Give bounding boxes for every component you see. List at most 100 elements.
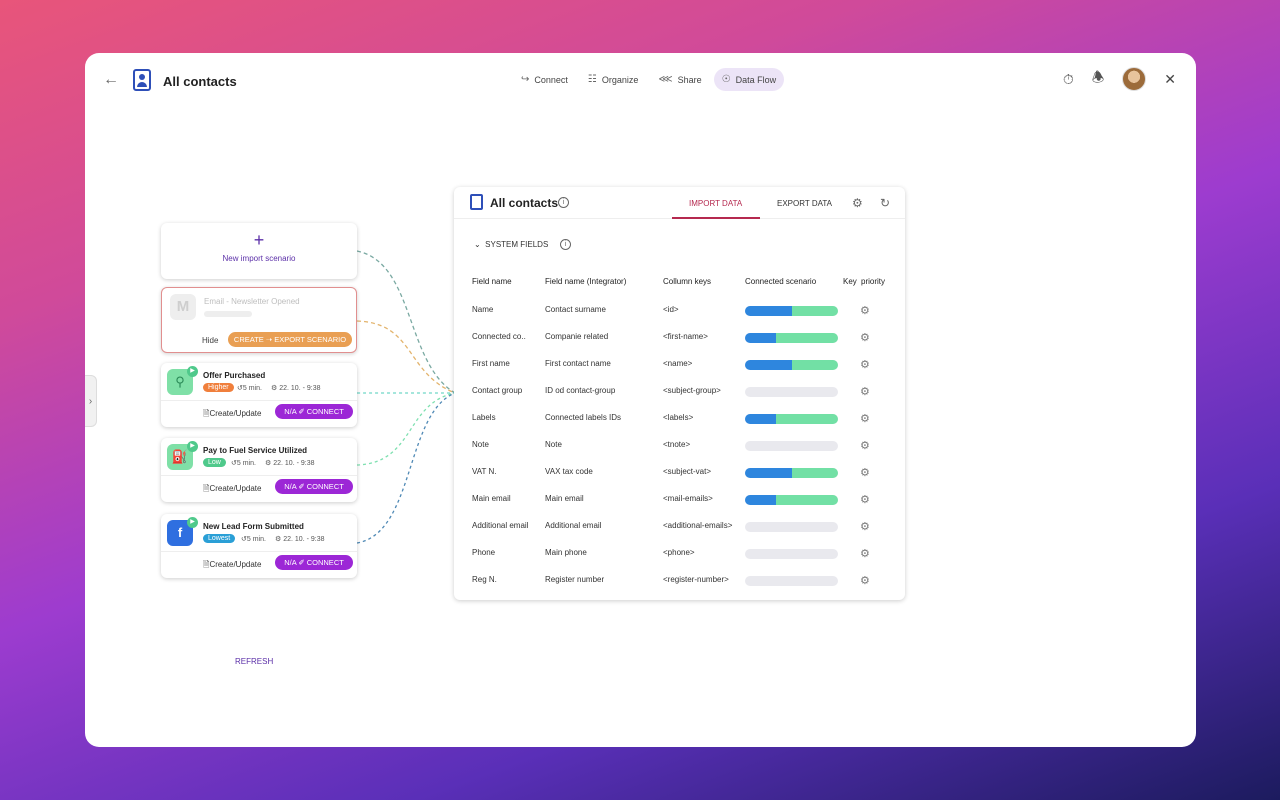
- row-settings-gear-icon[interactable]: ⚙: [860, 386, 870, 398]
- tab-export-data[interactable]: EXPORT DATA: [777, 199, 832, 208]
- col-priority: priority: [861, 277, 886, 286]
- bell-icon[interactable]: 🕭: [1091, 69, 1105, 85]
- row-settings-gear-icon[interactable]: ⚙: [860, 521, 870, 533]
- row-settings-gear-icon[interactable]: ⚙: [860, 305, 870, 317]
- refresh-button[interactable]: REFRESH: [235, 657, 274, 666]
- table-row[interactable]: Contact group ID od contact-group <subject…: [454, 386, 905, 413]
- document-icon: 🗎: [203, 484, 210, 493]
- nav-share-label: Share: [677, 74, 702, 85]
- connect-button[interactable]: N/A ✐ CONNECT: [275, 404, 353, 419]
- field-name-cell: Reg N.: [472, 575, 497, 584]
- timer-icon[interactable]: ⏱: [1062, 70, 1074, 87]
- connected-scenario-bar: [745, 549, 838, 559]
- row-settings-gear-icon[interactable]: ⚙: [860, 575, 870, 587]
- avatar[interactable]: [1122, 67, 1147, 91]
- new-import-scenario-card[interactable]: + New import scenario: [161, 223, 357, 279]
- interval: ↺5 min.: [231, 459, 256, 467]
- nav-data-flow[interactable]: ☉ Data Flow: [713, 68, 785, 91]
- bar-segment-green: [791, 468, 838, 478]
- table-row[interactable]: Additional email Additional email <additio…: [454, 521, 905, 548]
- history-icon: ↺: [237, 385, 243, 392]
- field-name-cell: Note: [472, 440, 489, 449]
- row-settings-gear-icon[interactable]: ⚙: [860, 548, 870, 560]
- info-icon[interactable]: i: [558, 197, 569, 208]
- column-key-cell: <labels>: [663, 413, 694, 422]
- tab-import-data[interactable]: IMPORT DATA: [689, 199, 743, 208]
- sync-icon[interactable]: ↻: [880, 196, 891, 210]
- table-row[interactable]: Labels Connected labels IDs <labels> ⚙: [454, 413, 905, 440]
- bar-segment-green: [775, 495, 838, 505]
- divider: [161, 400, 357, 401]
- share-icon: ⋘: [658, 74, 673, 85]
- field-name-cell: VAT N.: [472, 467, 497, 476]
- create-update-label: 🗎Create/Update: [203, 408, 261, 422]
- scenario-card-new-lead-form: f ▶ New Lead Form Submitted Lowest ↺5 mi…: [161, 514, 357, 578]
- column-key-cell: <mail-emails>: [663, 494, 713, 503]
- scenario-name: Offer Purchased: [203, 371, 266, 380]
- table-row[interactable]: Note Note <tnote> ⚙: [454, 440, 905, 467]
- table-row[interactable]: First name First contact name <name> ⚙: [454, 359, 905, 386]
- plus-icon: +: [253, 230, 265, 250]
- row-settings-gear-icon[interactable]: ⚙: [860, 494, 870, 506]
- play-icon[interactable]: ▶: [187, 366, 198, 377]
- row-settings-gear-icon[interactable]: ⚙: [860, 440, 870, 452]
- app-window: ← All contacts ↪ Connect ☷ Organize ⋘ Share…: [85, 53, 1196, 747]
- col-scenario: Connected scenario: [745, 277, 817, 286]
- priority-badge: Lowest: [203, 534, 236, 543]
- integrator-field-cell: VAX tax code: [545, 467, 593, 476]
- last-run-value: 22. 10. - 9:38: [273, 460, 315, 467]
- connected-scenario-bar: [745, 387, 838, 397]
- table-row[interactable]: Reg N. Register number <register-number> ⚙: [454, 575, 905, 602]
- scenario-card-offer-purchased: ⚲ ▶ Offer Purchased Higher ↺5 min. ⚙ 22.…: [161, 363, 357, 427]
- connect-button[interactable]: N/A ✐ CONNECT: [275, 479, 353, 494]
- row-settings-gear-icon[interactable]: ⚙: [860, 359, 870, 371]
- settings-gear-icon[interactable]: ⚙: [852, 196, 863, 210]
- column-key-cell: <first-name>: [663, 332, 708, 341]
- connected-scenario-bar: [745, 576, 838, 586]
- divider: [161, 551, 357, 552]
- nav-share[interactable]: ⋘ Share: [650, 68, 709, 91]
- integrator-field-cell: Companie related: [545, 332, 609, 341]
- integrator-field-cell: Main email: [545, 494, 584, 503]
- action-text: Create/Update: [209, 409, 262, 418]
- fields-panel: All contacts i IMPORT DATA EXPORT DATA ⚙…: [454, 187, 905, 600]
- integrator-field-cell: Connected labels IDs: [545, 413, 622, 422]
- field-name-cell: Main email: [472, 494, 511, 503]
- system-fields-toggle[interactable]: ⌄ SYSTEM FIELDS: [474, 240, 548, 249]
- row-settings-gear-icon[interactable]: ⚙: [860, 332, 870, 344]
- gmail-icon: M: [170, 294, 196, 320]
- table-row[interactable]: Main email Main email <mail-emails> ⚙: [454, 494, 905, 521]
- connected-scenario-bar: [745, 306, 838, 316]
- back-arrow-icon[interactable]: ←: [103, 71, 119, 88]
- row-settings-gear-icon[interactable]: ⚙: [860, 413, 870, 425]
- row-settings-gear-icon[interactable]: ⚙: [860, 467, 870, 479]
- table-row[interactable]: Connected co.. Companie related <first-nam…: [454, 332, 905, 359]
- scenario-card-pay-to-fuel: ⛽ ▶ Pay to Fuel Service Utilized Low ↺5 …: [161, 438, 357, 502]
- table-row[interactable]: VAT N. VAX tax code <subject-vat> ⚙: [454, 467, 905, 494]
- integrator-field-cell: ID od contact-group: [545, 386, 616, 395]
- nav-organize[interactable]: ☷ Organize: [580, 68, 647, 91]
- col-integrator: Field name (Integrator): [545, 277, 627, 286]
- history-icon: ↺: [241, 536, 247, 543]
- play-icon[interactable]: ▶: [187, 517, 198, 528]
- sidebar-toggle-chevron-icon[interactable]: ›: [85, 375, 97, 427]
- play-icon[interactable]: ▶: [187, 441, 198, 452]
- create-update-label: 🗎Create/Update: [203, 483, 261, 497]
- field-name-cell: Contact group: [472, 386, 523, 395]
- table-row[interactable]: Phone Main phone <phone> ⚙: [454, 548, 905, 575]
- connected-scenario-bar: [745, 414, 838, 424]
- hide-button[interactable]: Hide: [202, 336, 219, 345]
- table-row[interactable]: Name Contact surname <id> ⚙: [454, 305, 905, 332]
- create-export-scenario-button[interactable]: CREATE ➝ EXPORT SCENARIO: [228, 332, 352, 347]
- integrator-field-cell: Contact surname: [545, 305, 606, 314]
- contacts-book-icon: [470, 194, 483, 210]
- bar-segment-blue: [745, 468, 792, 478]
- placeholder-bar: [204, 311, 252, 317]
- info-icon[interactable]: i: [560, 239, 571, 250]
- scenario-name: Pay to Fuel Service Utilized: [203, 446, 308, 455]
- close-icon[interactable]: ✕: [1164, 70, 1176, 87]
- active-tab-indicator: [672, 217, 760, 219]
- nav-connect[interactable]: ↪ Connect: [513, 68, 576, 91]
- connect-button[interactable]: N/A ✐ CONNECT: [275, 555, 353, 570]
- bar-segment-blue: [745, 306, 792, 316]
